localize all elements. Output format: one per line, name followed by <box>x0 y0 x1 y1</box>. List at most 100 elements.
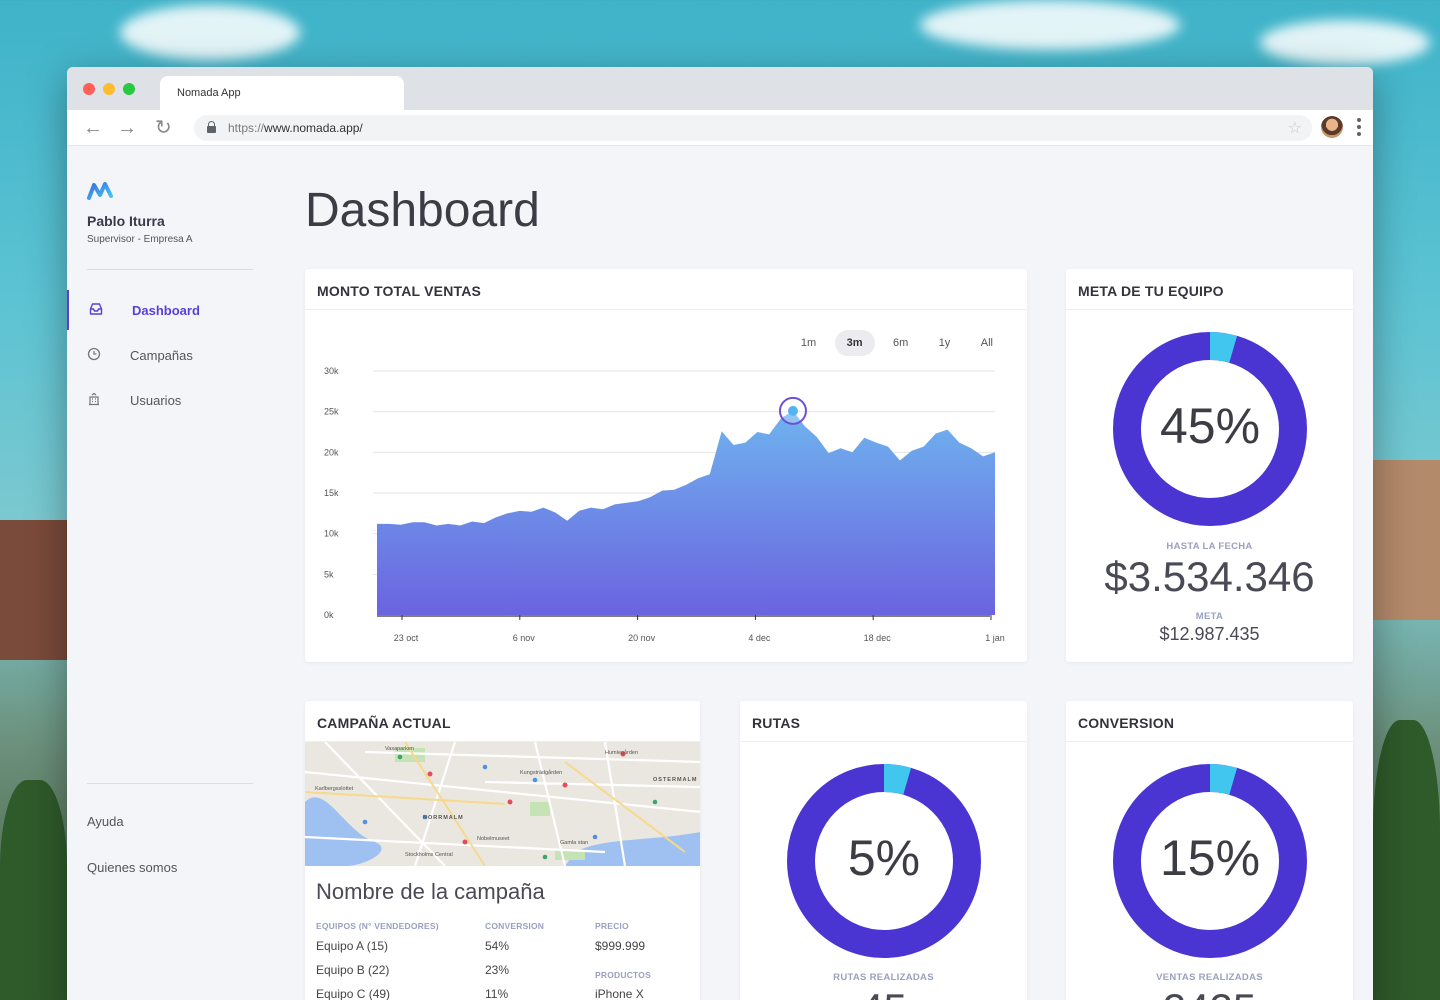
team-goal-title: META DE TU EQUIPO <box>1066 269 1353 310</box>
routes-donut-ring <box>787 764 981 958</box>
sidebar-item-campanas[interactable]: Campañas <box>67 335 273 375</box>
team-goal-card: META DE TU EQUIPO 45% HASTA LA FECHA $3.… <box>1066 269 1353 662</box>
team-goal-donut: 45% <box>1112 331 1308 527</box>
address-bar[interactable]: https://www.nomada.app/ ☆ <box>194 115 1312 141</box>
map-label: Vasaparken <box>385 746 414 752</box>
range-selector: 1m 3m 6m 1y All <box>787 330 1005 356</box>
sales-card-title: MONTO TOTAL VENTAS <box>305 269 1027 310</box>
browser-menu-icon[interactable] <box>1357 118 1361 136</box>
sidebar-item-label: Usuarios <box>130 393 182 408</box>
sidebar-item-label: Dashboard <box>132 303 200 318</box>
conversion-card-title: CONVERSION <box>1066 701 1353 742</box>
map-label: Humlegården <box>605 750 639 756</box>
price-value: $999.999 <box>595 939 646 953</box>
team-row-c-conversion: 11% <box>485 987 509 1000</box>
close-window-button[interactable] <box>83 83 95 95</box>
team-row-b-name: Equipo B (22) <box>316 963 390 977</box>
routes-caption: RUTAS REALIZADAS <box>833 972 934 983</box>
sales-card: MONTO TOTAL VENTAS 1m 3m 6m 1y All 30k 25… <box>305 269 1027 662</box>
price-column-header: PRECIO <box>595 921 629 931</box>
reload-icon[interactable]: ↻ <box>155 117 172 139</box>
range-1y-button[interactable]: 1y <box>938 337 951 349</box>
sidebar-item-usuarios[interactable]: Usuarios <box>67 380 273 420</box>
to-date-amount: $3.534.346 <box>1104 553 1315 600</box>
map-label: NORRMALM <box>423 815 464 821</box>
routes-value: 45 <box>740 985 1027 1000</box>
help-link[interactable]: Ayuda <box>87 814 124 829</box>
tab-title: Nomada App <box>177 87 241 99</box>
routes-percent: 5% <box>847 830 921 886</box>
lock-icon <box>207 121 216 133</box>
sidebar-divider <box>87 783 253 784</box>
profile-avatar[interactable] <box>1321 116 1343 138</box>
conversion-donut: 15% <box>1112 763 1308 959</box>
building-icon <box>89 392 99 406</box>
page-title: Dashboard <box>305 184 540 237</box>
x-tick-label: 1 jan <box>985 633 1005 643</box>
nomada-logo-icon <box>87 182 113 200</box>
campaign-card-title: CAMPAÑA ACTUAL <box>305 701 700 742</box>
clock-icon <box>87 347 101 361</box>
product-value: iPhone X <box>595 987 644 1000</box>
donut-progress-segment <box>1113 332 1307 526</box>
y-tick-label: 5k <box>324 569 334 579</box>
team-row-b-conversion: 23% <box>485 963 510 977</box>
app-content: Pablo Iturra Supervisor - Empresa A Dash… <box>67 146 1373 1000</box>
team-row-a-conversion: 54% <box>485 939 510 953</box>
campaign-map[interactable]: Vasaparken Karlbergsslottet NORRMALM Kun… <box>305 742 700 866</box>
routes-card: RUTAS 5% RUTAS REALIZADAS 45 <box>740 701 1027 1000</box>
range-3m-button[interactable]: 3m <box>834 330 875 356</box>
team-row-c-name: Equipo C (49) <box>316 987 391 1000</box>
sidebar-item-label: Campañas <box>130 348 193 363</box>
browser-window: Nomada App ← → ↻ https://www.nomada.app/… <box>67 67 1373 1000</box>
campaign-name: Nombre de la campaña <box>316 879 545 904</box>
y-tick-label: 10k <box>324 529 339 539</box>
to-date-label: HASTA LA FECHA <box>1166 541 1253 552</box>
team-goal-donut-ring <box>1113 332 1307 526</box>
sidebar-item-dashboard[interactable]: Dashboard <box>67 290 273 330</box>
map-label: OSTERMALM <box>653 777 698 783</box>
highlight-point[interactable] <box>787 405 798 416</box>
conversion-percent: 15% <box>1159 830 1261 886</box>
range-1m-button[interactable]: 1m <box>800 337 817 349</box>
x-tick-label: 23 oct <box>394 633 419 643</box>
map-label: Stockholms Central <box>405 852 453 858</box>
map-label: Gamla stan <box>560 840 589 846</box>
conversion-card: CONVERSION 15% VENTAS REALIZADAS 2425 <box>1066 701 1353 1000</box>
url-host: www.nomada.app/ <box>264 121 363 135</box>
x-tick-label: 20 nov <box>628 633 656 643</box>
tab-strip: Nomada App <box>67 67 1373 110</box>
team-row-a-name: Equipo A (15) <box>316 939 389 953</box>
forward-icon[interactable]: → <box>117 117 137 139</box>
goal-label: META <box>1195 611 1224 622</box>
x-tick-label: 4 dec <box>748 633 771 643</box>
conversion-donut-ring <box>1113 764 1307 958</box>
products-column-header: PRODUCTOS <box>595 970 651 980</box>
x-tick-label: 18 dec <box>864 633 892 643</box>
sales-area-series <box>377 410 995 615</box>
y-tick-label: 0k <box>324 610 334 620</box>
user-name: Pablo Iturra <box>87 213 165 229</box>
minimize-window-button[interactable] <box>103 83 115 95</box>
team-goal-percent: 45% <box>1159 398 1261 454</box>
map-label: Nobelmuseet <box>477 836 510 842</box>
inbox-icon <box>89 303 103 315</box>
back-icon[interactable]: ← <box>83 117 103 139</box>
teams-column-header: EQUIPOS (N° VENDEDORES) <box>316 921 439 931</box>
conversion-column-header: CONVERSION <box>485 921 545 931</box>
sidebar: Pablo Iturra Supervisor - Empresa A Dash… <box>67 146 273 1000</box>
y-tick-label: 15k <box>324 488 339 498</box>
map-label: Kungsträdgården <box>520 770 563 776</box>
range-all-button[interactable]: All <box>980 337 993 349</box>
about-link[interactable]: Quienes somos <box>87 860 178 875</box>
browser-toolbar: ← → ↻ https://www.nomada.app/ ☆ <box>67 110 1373 146</box>
user-role: Supervisor - Empresa A <box>87 234 193 245</box>
browser-tab[interactable]: Nomada App <box>160 76 404 110</box>
sales-area-chart: 30k 25k 20k 15k 10k 5k 0k 23 oct 6 nov 20 nov 4 d… <box>324 366 1005 643</box>
routes-card-title: RUTAS <box>740 701 1027 742</box>
maximize-window-button[interactable] <box>123 83 135 95</box>
routes-donut: 5% <box>786 763 982 959</box>
range-6m-button[interactable]: 6m <box>892 337 909 349</box>
bookmark-star-icon[interactable]: ☆ <box>1287 120 1302 137</box>
y-tick-label: 25k <box>324 407 339 417</box>
